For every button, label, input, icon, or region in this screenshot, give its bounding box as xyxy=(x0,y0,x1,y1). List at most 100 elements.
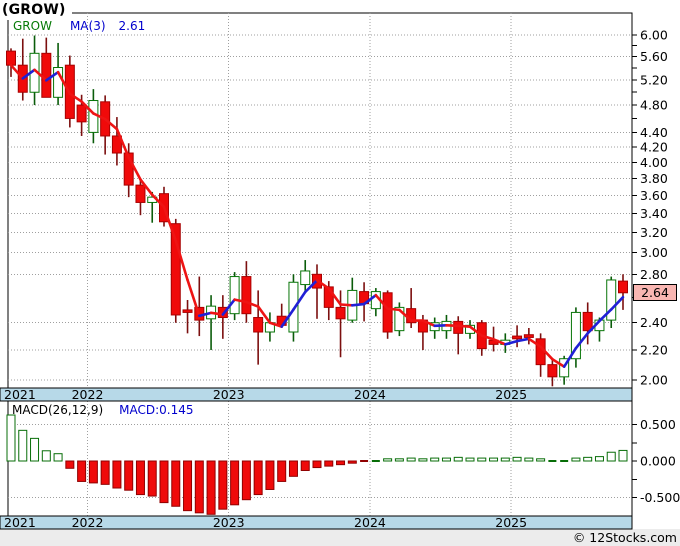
last-price-marker: 2.64 xyxy=(633,284,677,301)
price-axis-label: 2.80 xyxy=(640,267,668,282)
legend-symbol: GROW xyxy=(13,19,52,33)
x-axis-year-label: 2023 xyxy=(213,515,245,530)
candle-body xyxy=(453,320,464,334)
x-axis-year-label: 2022 xyxy=(72,515,104,530)
price-axis-label: 4.40 xyxy=(640,125,668,140)
macd-bar xyxy=(183,460,193,512)
macd-bar xyxy=(606,451,616,462)
macd-bar xyxy=(477,457,487,462)
ma-line-segment xyxy=(456,324,472,328)
candle-body xyxy=(111,135,122,154)
ma-line-segment xyxy=(80,100,95,115)
ma-line-segment xyxy=(21,68,36,80)
macd-bar xyxy=(406,457,416,462)
macd-bar xyxy=(241,460,251,501)
macd-bar xyxy=(112,460,122,489)
price-axis-label: 3.60 xyxy=(640,188,668,203)
price-axis-label: 2.00 xyxy=(640,372,668,387)
macd-bar xyxy=(430,457,440,462)
ma-line-segment xyxy=(127,156,142,181)
ma-line-segment xyxy=(515,337,531,343)
ma-line-segment xyxy=(362,293,378,306)
x-axis-year-label: 2021 xyxy=(4,515,36,530)
macd-bar xyxy=(6,414,16,462)
ma-line-segment xyxy=(539,345,554,361)
candle-body xyxy=(606,279,617,321)
x-axis-year-label: 2025 xyxy=(495,515,527,530)
ma-line-segment xyxy=(233,298,248,304)
macd-bar xyxy=(560,460,569,462)
ma-line-segment xyxy=(421,319,436,328)
legend-ma-label: MA(3) xyxy=(69,19,106,33)
x-axis-year-label: 2022 xyxy=(72,387,104,402)
x-axis-year-label: 2024 xyxy=(354,387,386,402)
candle-body xyxy=(253,317,264,333)
ma-line-segment xyxy=(303,279,319,294)
macd-bar xyxy=(206,460,216,515)
ma-line-segment xyxy=(374,293,389,310)
price-axis-label: 2.20 xyxy=(640,343,668,358)
footer-strip xyxy=(0,529,680,546)
price-axis-label: 2.40 xyxy=(640,315,668,330)
macd-bar xyxy=(594,456,604,462)
candle-body xyxy=(582,311,593,332)
ma-line-segment xyxy=(209,311,225,316)
ma-line-segment xyxy=(268,321,283,328)
candle-body xyxy=(182,309,193,313)
ma-line-segment xyxy=(150,193,166,209)
watermark: © 12Stocks.com xyxy=(572,530,677,545)
axis-labels-layer: 6.00 5.60 5.20 4.80 4.404.204.003.80 3.60 3.40… xyxy=(640,28,680,506)
ma-line-segment xyxy=(103,117,119,131)
candle-body xyxy=(394,306,405,332)
candle-body xyxy=(288,281,299,333)
macd-bar xyxy=(571,457,581,462)
ma-line-segment xyxy=(492,337,507,346)
macd-histogram-layer xyxy=(6,414,628,515)
ma-line-segment xyxy=(562,346,578,368)
macd-axis-label: -0.500 xyxy=(640,490,680,505)
macd-bar xyxy=(548,460,557,462)
macd-bar xyxy=(418,458,428,462)
ma-line-segment xyxy=(221,298,236,316)
candle-body xyxy=(512,335,523,340)
macd-bar xyxy=(536,458,546,462)
ma-line-segment xyxy=(174,239,189,282)
macd-bar xyxy=(288,460,298,477)
macd-bar xyxy=(147,460,157,497)
price-axis-label: 4.80 xyxy=(640,98,668,113)
ma-line-segment xyxy=(574,332,589,350)
ma-line-segment xyxy=(9,63,25,80)
macd-bar xyxy=(618,449,628,462)
macd-bar xyxy=(465,457,475,462)
ma-line-segment xyxy=(256,305,272,325)
ma-line-segment xyxy=(398,308,413,322)
price-axis-label: 5.60 xyxy=(640,49,668,64)
macd-bar xyxy=(512,456,522,462)
ma-line-segment xyxy=(45,70,60,82)
macd-bar xyxy=(230,460,240,506)
ma-line-segment xyxy=(68,92,83,103)
ma-line-segment xyxy=(351,302,366,307)
ma-line-segment xyxy=(339,303,354,307)
candle-body xyxy=(170,223,181,316)
macd-bar xyxy=(583,456,593,462)
price-axis-label: 3.40 xyxy=(640,206,668,221)
candle-body xyxy=(523,334,534,338)
x-axis-band xyxy=(0,515,633,530)
macd-bar xyxy=(88,460,98,484)
macd-bar xyxy=(383,458,393,462)
ma-line-segment xyxy=(598,308,613,323)
ma-line-segment xyxy=(480,334,495,341)
ma-line-segment xyxy=(198,311,213,318)
macd-bar xyxy=(324,460,334,467)
macd-bar xyxy=(135,460,145,496)
macd-bar xyxy=(41,450,51,462)
ma-line-segment xyxy=(551,357,566,368)
macd-bar xyxy=(453,456,463,462)
macd-bar xyxy=(171,460,181,507)
legend-ma-value: 2.61 xyxy=(118,19,146,33)
macd-bar xyxy=(218,460,228,510)
macd-bar xyxy=(500,457,510,462)
macd-params-label: MACD(26,12,9) xyxy=(12,403,104,417)
